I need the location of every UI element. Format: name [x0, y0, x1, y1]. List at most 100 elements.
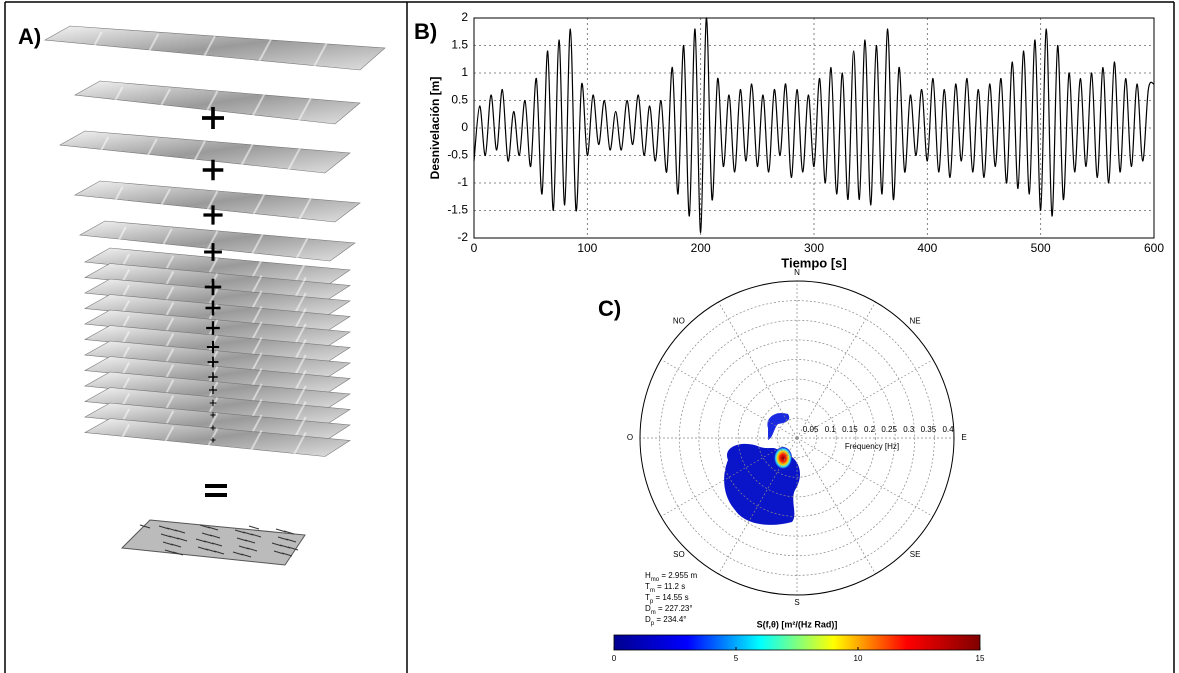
sum-texture: [273, 550, 285, 555]
wave-crest: [296, 94, 314, 124]
wave-crest: [189, 140, 206, 170]
wave-crest: [154, 188, 171, 218]
y-tick-label: -1.5: [447, 203, 468, 217]
wave-crest: [201, 428, 219, 457]
radial-grid: [659, 300, 935, 576]
y-tick-label: -2: [457, 230, 468, 244]
sum-texture: [139, 524, 151, 529]
annotation-symbol: D: [645, 604, 651, 613]
annotation-text: = 11.2 s: [655, 582, 685, 591]
x-axis-label: Tiempo [s]: [781, 255, 847, 270]
annotation-text: = 234.4°: [654, 615, 686, 624]
y-tick-label: 1.5: [451, 38, 468, 52]
annotation-symbol: D: [645, 615, 651, 624]
wave-sheet: [74, 180, 361, 223]
colorbar-tick-label: 0: [612, 654, 617, 663]
r-tick-label: 0.05: [803, 425, 819, 434]
y-tick-label: 2: [461, 10, 468, 24]
y-tick-label: 0.5: [451, 93, 468, 107]
plus-sign: [202, 107, 224, 129]
wave-crest: [245, 430, 263, 459]
annotation-sub: m: [650, 588, 655, 594]
radial-grid: [737, 378, 857, 498]
sum-texture: [197, 546, 209, 551]
wave-crest: [312, 39, 330, 69]
r-tick-label: 0.2: [864, 425, 876, 434]
direction-label: S: [794, 598, 799, 607]
plus-sign: [210, 425, 216, 431]
sum-texture: [199, 524, 211, 529]
sum-texture: [162, 541, 174, 546]
wave-crest: [85, 31, 103, 61]
sum-texture: [201, 532, 213, 537]
equals-sign: [205, 493, 227, 497]
plot-frame: [473, 17, 1155, 239]
annotation-symbol: H: [645, 571, 651, 580]
wave-crest: [106, 86, 124, 116]
wave-crest: [237, 142, 255, 172]
y-tick-label: 1: [461, 65, 468, 79]
plus-sign: [207, 356, 219, 368]
panel-label: A): [18, 24, 41, 49]
x-tick-label: 0: [471, 241, 478, 255]
plus-sign: [209, 386, 217, 394]
x-tick-label: 300: [804, 241, 824, 255]
panel-label: C): [598, 296, 621, 321]
direction-label: NO: [673, 316, 685, 325]
wave-crest: [249, 192, 266, 222]
y-tick-label: -0.5: [447, 148, 468, 162]
panel-label: B): [414, 19, 437, 44]
annotation: Tp = 14.55 s: [645, 593, 689, 604]
annotation-sub: p: [650, 599, 654, 605]
r-tick-label: 0.15: [842, 425, 858, 434]
annotation-sub: m: [651, 610, 656, 616]
direction-label: O: [627, 433, 633, 442]
wave-crest: [140, 138, 158, 168]
wave-crest: [201, 90, 219, 120]
plus-sign: [206, 321, 220, 335]
colorbar-tick-label: 10: [854, 654, 863, 663]
direction-label: E: [961, 433, 966, 442]
spoke: [796, 437, 876, 575]
wave-crest: [154, 88, 171, 118]
wave-crest: [199, 35, 216, 65]
r-tick-label: 0.3: [903, 425, 915, 434]
wave-sheet: [84, 418, 351, 457]
annotation-text: = 227.23°: [656, 604, 693, 613]
wave-crest: [285, 144, 303, 174]
sum-texture: [158, 525, 170, 530]
plus-sign: [210, 437, 216, 443]
direction-label: SE: [910, 550, 921, 559]
annotation-text: = 2.955 m: [659, 571, 697, 580]
plus-sign: [202, 159, 224, 181]
colorbar-label: S(f,θ) [m²/(Hz Rad)]: [757, 619, 838, 629]
wave-sheet: [74, 80, 361, 125]
annotation-sub: mo: [651, 577, 660, 583]
wave-sheet: [79, 220, 356, 262]
radial-grid: [639, 280, 955, 596]
x-tick-label: 100: [577, 241, 597, 255]
r-axis-label: Frequency [Hz]: [845, 442, 899, 451]
wave-crest: [293, 234, 311, 264]
wave-crest: [113, 424, 131, 453]
wave-crest: [247, 232, 265, 262]
direction-label: SO: [673, 550, 685, 559]
sum-texture: [160, 533, 172, 538]
y-tick-label: -1: [457, 175, 468, 189]
r-tick-label: 0.35: [921, 425, 937, 434]
direction-label: NE: [910, 316, 921, 325]
plus-sign: [208, 372, 218, 382]
sum-texture: [234, 529, 246, 534]
colorbar-tick-label: 5: [734, 654, 739, 663]
radial-grid: [718, 359, 876, 517]
annotation-sub: p: [651, 621, 655, 627]
wave-crest: [157, 426, 175, 455]
plus-sign: [203, 205, 223, 225]
sum-texture: [275, 528, 287, 533]
y-tick-label: 0: [461, 120, 468, 134]
annotation: Dm = 227.23°: [645, 604, 693, 615]
wave-crest: [201, 230, 219, 260]
r-tick-label: 0.1: [825, 425, 837, 434]
wave-crest: [255, 37, 273, 67]
